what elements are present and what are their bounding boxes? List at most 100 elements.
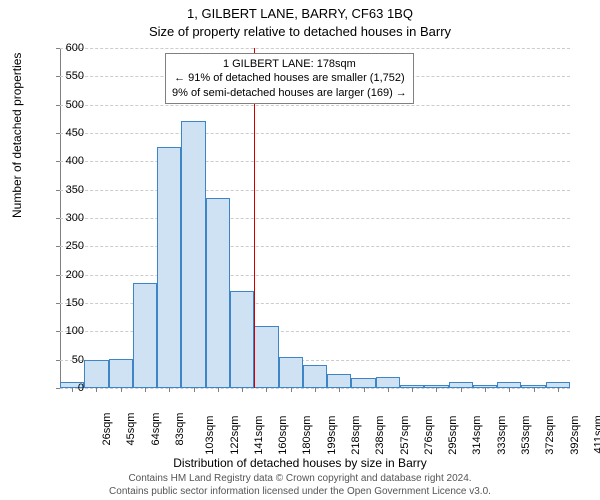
x-tick-mark	[534, 388, 535, 392]
histogram-bar	[327, 374, 351, 388]
histogram-bar	[181, 121, 205, 388]
x-tick-label: 314sqm	[472, 416, 484, 455]
x-tick-mark	[509, 388, 510, 392]
grid-line	[60, 48, 570, 49]
y-tick-label: 150	[66, 297, 84, 309]
grid-line	[60, 161, 570, 162]
x-tick-mark	[266, 388, 267, 392]
y-tick-label: 50	[72, 354, 84, 366]
y-tick-mark	[56, 246, 60, 247]
grid-line	[60, 218, 570, 219]
grid-line	[60, 190, 570, 191]
y-tick-label: 200	[66, 269, 84, 281]
x-tick-label: 218sqm	[350, 416, 362, 455]
y-tick-label: 100	[66, 325, 84, 337]
x-tick-mark	[388, 388, 389, 392]
y-tick-label: 0	[78, 382, 84, 394]
x-axis-label: Distribution of detached houses by size …	[0, 456, 600, 470]
x-tick-label: 257sqm	[399, 416, 411, 455]
x-tick-mark	[218, 388, 219, 392]
y-tick-mark	[56, 388, 60, 389]
x-tick-label: 411sqm	[592, 415, 600, 453]
histogram-bar	[351, 378, 375, 388]
x-tick-mark	[558, 388, 559, 392]
x-tick-label: 26sqm	[101, 413, 113, 446]
footer-line2: Contains public sector information licen…	[0, 485, 600, 498]
grid-line	[60, 133, 570, 134]
x-tick-mark	[412, 388, 413, 392]
y-tick-label: 350	[66, 184, 84, 196]
y-tick-mark	[56, 133, 60, 134]
histogram-bar	[303, 365, 327, 388]
x-tick-label: 64sqm	[150, 413, 162, 446]
y-tick-label: 400	[66, 155, 84, 167]
y-tick-label: 250	[66, 240, 84, 252]
y-tick-label: 450	[66, 127, 84, 139]
x-tick-mark	[315, 388, 316, 392]
chart-plot-area: 1 GILBERT LANE: 178sqm← 91% of detached …	[60, 48, 570, 388]
histogram-bar	[279, 357, 303, 388]
page-title-line1: 1, GILBERT LANE, BARRY, CF63 1BQ	[0, 6, 600, 21]
x-tick-label: 122sqm	[229, 416, 241, 455]
x-tick-mark	[339, 388, 340, 392]
x-tick-label: 83sqm	[174, 413, 186, 446]
x-tick-label: 333sqm	[496, 416, 508, 455]
histogram-bar	[206, 198, 230, 388]
grid-line	[60, 275, 570, 276]
x-tick-mark	[72, 388, 73, 392]
x-tick-label: 180sqm	[302, 416, 314, 455]
y-tick-label: 600	[66, 42, 84, 54]
y-tick-mark	[56, 161, 60, 162]
histogram-bar	[254, 326, 278, 388]
y-tick-mark	[56, 303, 60, 304]
y-tick-mark	[56, 190, 60, 191]
x-tick-mark	[436, 388, 437, 392]
histogram-bar	[109, 359, 133, 388]
info-box-line: 9% of semi-detached houses are larger (1…	[172, 86, 407, 100]
x-tick-mark	[291, 388, 292, 392]
x-tick-mark	[364, 388, 365, 392]
y-tick-mark	[56, 218, 60, 219]
page-title-line2: Size of property relative to detached ho…	[0, 24, 600, 39]
x-tick-label: 45sqm	[125, 413, 137, 446]
x-tick-mark	[145, 388, 146, 392]
x-tick-mark	[169, 388, 170, 392]
y-tick-label: 550	[66, 70, 84, 82]
x-tick-mark	[242, 388, 243, 392]
x-tick-label: 372sqm	[544, 416, 556, 455]
x-tick-label: 199sqm	[326, 416, 338, 455]
y-tick-mark	[56, 331, 60, 332]
grid-line	[60, 246, 570, 247]
x-tick-mark	[194, 388, 195, 392]
x-tick-label: 160sqm	[277, 416, 289, 455]
histogram-bar	[84, 360, 108, 388]
footer-text: Contains HM Land Registry data © Crown c…	[0, 472, 600, 498]
histogram-bar	[230, 291, 254, 388]
x-tick-label: 392sqm	[569, 416, 581, 455]
y-tick-label: 500	[66, 99, 84, 111]
y-tick-mark	[56, 76, 60, 77]
y-axis-label: Number of detached properties	[10, 53, 24, 218]
x-tick-mark	[485, 388, 486, 392]
info-box-line: ← 91% of detached houses are smaller (1,…	[172, 71, 407, 85]
y-tick-mark	[56, 105, 60, 106]
x-tick-label: 103sqm	[204, 416, 216, 455]
x-tick-label: 141sqm	[253, 416, 265, 455]
y-tick-label: 300	[66, 212, 84, 224]
histogram-bar	[157, 147, 181, 388]
x-tick-mark	[121, 388, 122, 392]
y-tick-mark	[56, 360, 60, 361]
x-tick-label: 238sqm	[374, 416, 386, 455]
y-tick-mark	[56, 275, 60, 276]
grid-line	[60, 105, 570, 106]
x-tick-label: 353sqm	[520, 416, 532, 455]
info-box: 1 GILBERT LANE: 178sqm← 91% of detached …	[165, 53, 414, 104]
x-tick-label: 276sqm	[423, 416, 435, 455]
histogram-bar	[376, 377, 400, 388]
info-box-line: 1 GILBERT LANE: 178sqm	[172, 57, 407, 71]
x-tick-mark	[461, 388, 462, 392]
x-tick-mark	[96, 388, 97, 392]
y-tick-mark	[56, 48, 60, 49]
x-tick-label: 295sqm	[447, 416, 459, 455]
footer-line1: Contains HM Land Registry data © Crown c…	[0, 472, 600, 485]
